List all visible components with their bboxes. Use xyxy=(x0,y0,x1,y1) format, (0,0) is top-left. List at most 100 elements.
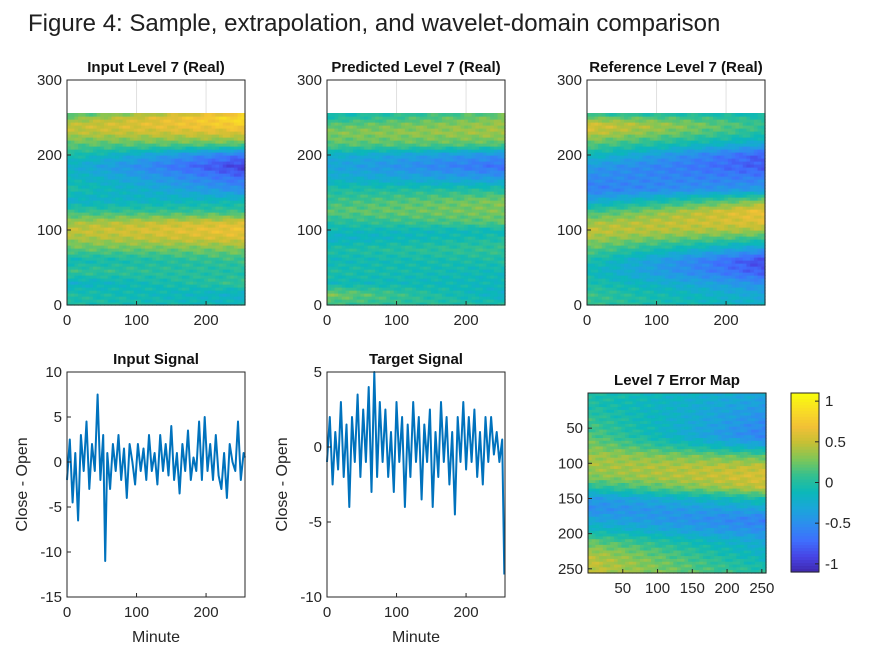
heatmap-cell xyxy=(148,218,153,222)
heatmap-cell xyxy=(115,134,120,138)
heatmap-cell xyxy=(226,125,231,129)
heatmap-cell xyxy=(445,293,450,297)
heatmap-cell xyxy=(419,254,425,258)
heatmap-cell xyxy=(118,215,124,219)
heatmap-cell xyxy=(130,293,135,297)
heatmap-cell xyxy=(163,293,168,297)
heatmap-cell xyxy=(144,164,150,168)
heatmap-cell xyxy=(67,122,72,126)
heatmap-cell xyxy=(159,203,165,207)
heatmap-cell xyxy=(100,260,105,264)
heatmap-cell xyxy=(215,113,220,117)
heatmap-cell xyxy=(67,272,72,276)
heatmap-cell xyxy=(241,197,246,201)
heatmap-cell xyxy=(467,260,473,264)
heatmap-cell xyxy=(189,113,194,117)
heatmap-cell xyxy=(200,266,205,270)
heatmap-cell xyxy=(233,278,239,282)
heatmap-cell xyxy=(167,260,172,264)
heatmap-cell xyxy=(174,197,179,201)
heatmap-cell xyxy=(70,275,76,279)
heatmap-cell xyxy=(92,179,98,183)
heatmap-cell xyxy=(141,206,146,210)
heatmap-cell xyxy=(222,137,228,141)
heatmap-cell xyxy=(159,284,165,288)
heatmap-cell xyxy=(148,296,153,300)
heatmap-cell xyxy=(237,263,242,267)
heatmap-cell xyxy=(352,275,358,279)
heatmap-cell xyxy=(170,164,176,168)
heatmap-cell xyxy=(226,233,231,237)
heatmap-cell xyxy=(96,221,101,225)
heatmap-cell xyxy=(126,224,131,228)
heatmap-cell xyxy=(222,251,228,255)
heatmap-cell xyxy=(211,200,216,204)
heatmap-cell xyxy=(211,155,216,159)
heatmap-cell xyxy=(100,122,105,126)
heatmap-cell xyxy=(226,194,231,198)
heatmap-cell xyxy=(96,143,101,147)
heatmap-cell xyxy=(360,293,365,297)
heatmap-cell xyxy=(107,125,113,129)
heatmap-cell xyxy=(449,278,454,282)
heatmap-cell xyxy=(226,200,231,204)
heatmap-cell xyxy=(156,221,161,225)
heatmap-cell xyxy=(111,239,116,243)
heatmap-cell xyxy=(464,275,469,279)
heatmap-cell xyxy=(200,128,205,132)
heatmap-cell xyxy=(181,251,187,255)
heatmap-cell xyxy=(434,260,439,264)
heatmap-cell xyxy=(215,143,220,147)
heatmap-cell xyxy=(70,143,76,147)
heatmap-cell xyxy=(178,128,183,132)
heatmap-cell xyxy=(230,197,235,201)
heatmap-cell xyxy=(111,215,116,219)
heatmap-cell xyxy=(96,230,101,234)
heatmap-cell xyxy=(152,248,157,252)
heatmap-cell xyxy=(100,290,105,294)
heatmap-cell xyxy=(159,176,165,180)
heatmap-cell xyxy=(204,116,209,120)
heatmap-cell xyxy=(338,269,343,273)
heatmap-cell xyxy=(141,125,146,129)
heatmap-cell xyxy=(156,191,161,195)
heatmap-cell xyxy=(178,215,183,219)
heatmap-cell xyxy=(133,176,139,180)
heatmap-cell xyxy=(215,212,220,216)
heatmap-cell xyxy=(126,281,131,285)
heatmap-cell xyxy=(215,278,220,282)
heatmap-cell xyxy=(137,260,142,264)
heatmap-cell xyxy=(133,152,139,156)
heatmap-cell xyxy=(111,191,116,195)
heatmap-cell xyxy=(215,170,220,174)
heatmap-cell xyxy=(111,131,116,135)
heatmap-cell xyxy=(352,281,358,285)
heatmap-cell xyxy=(111,134,116,138)
heatmap-cell xyxy=(219,287,224,291)
heatmap-cell xyxy=(445,257,450,261)
heatmap-cell xyxy=(226,263,231,267)
heatmap-cell xyxy=(141,209,146,213)
heatmap-cell xyxy=(204,245,209,249)
heatmap-cell xyxy=(156,299,161,303)
heatmap-cell xyxy=(156,239,161,243)
heatmap-cell xyxy=(460,257,465,261)
heatmap-cell xyxy=(386,269,391,273)
heatmap-cell xyxy=(189,215,194,219)
heatmap-cell xyxy=(81,254,87,258)
heatmap-cell xyxy=(122,278,127,282)
heatmap-cell xyxy=(193,221,198,225)
heatmap-cell xyxy=(207,233,213,237)
heatmap-cell xyxy=(67,254,72,258)
heatmap-cell xyxy=(371,266,376,270)
heatmap-cell xyxy=(137,203,142,207)
heatmap-cell xyxy=(144,302,150,306)
heatmap-cell xyxy=(163,212,168,216)
heatmap-cell xyxy=(111,128,116,132)
heatmap-cell xyxy=(159,209,165,213)
heatmap-cell xyxy=(241,281,246,285)
heatmap-cell xyxy=(81,287,87,291)
heatmap-cell xyxy=(78,260,83,264)
heatmap-cell xyxy=(170,149,176,153)
heatmap-cell xyxy=(222,140,228,144)
